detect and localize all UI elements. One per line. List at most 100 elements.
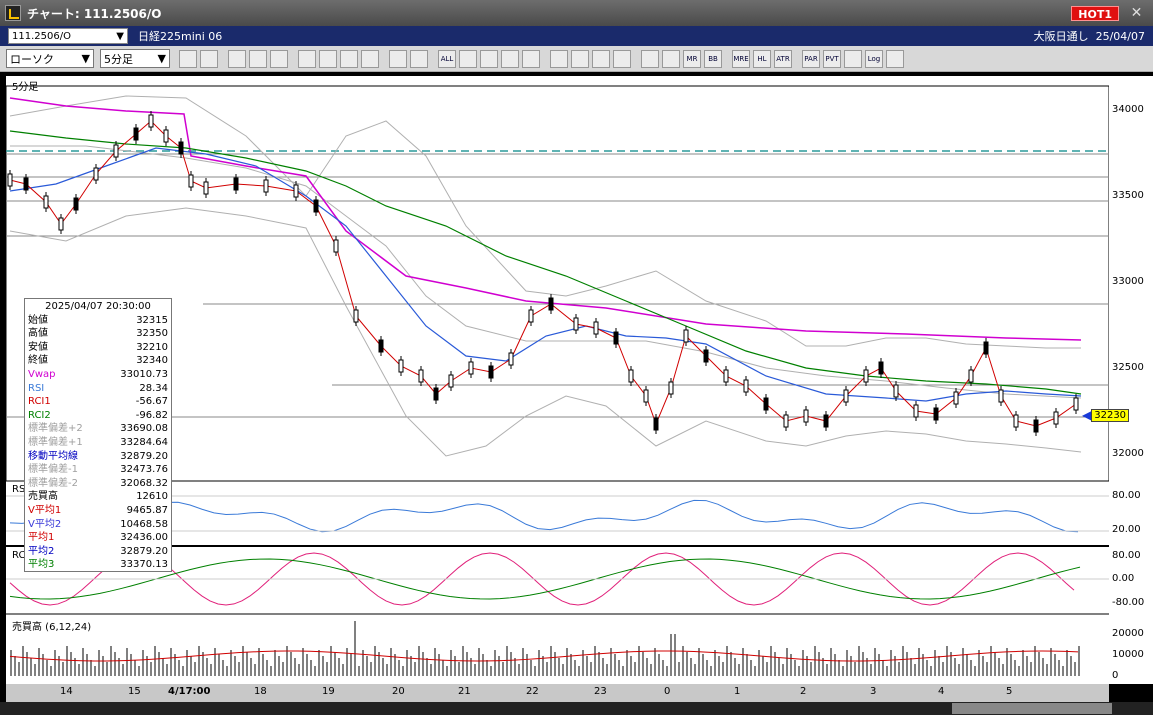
rci-tick: -80.00: [1112, 597, 1145, 608]
toolbar-button-27[interactable]: PAR: [802, 49, 820, 68]
chart-type-select[interactable]: ローソク ▼: [6, 49, 94, 68]
volume-bar: [906, 652, 908, 676]
volume-bar: [446, 666, 448, 676]
volume-bar: [430, 664, 432, 676]
volume-bar: [34, 664, 36, 676]
chart-svg[interactable]: [6, 76, 1109, 684]
candle-body: [293, 184, 299, 198]
toolbar-button-8[interactable]: [361, 49, 379, 68]
date-label: 5: [1006, 686, 1013, 697]
volume-bar: [770, 646, 772, 676]
scrollbar-thumb[interactable]: [952, 703, 1112, 714]
toolbar-button-26[interactable]: ATR: [774, 49, 792, 68]
volume-bar: [610, 648, 612, 676]
toolbar-button-1[interactable]: [200, 49, 218, 68]
toolbar-button-11[interactable]: ALL: [438, 49, 456, 68]
toolbar-button-20[interactable]: [641, 49, 659, 68]
data-row: 標準偏差-2 32068.32: [28, 477, 168, 491]
volume-bar: [234, 656, 236, 676]
volume-bar: [482, 654, 484, 676]
symbol-input[interactable]: 111.2506/O ▼: [8, 28, 128, 44]
volume-bar: [142, 650, 144, 676]
volume-bar: [330, 646, 332, 676]
volume-bar: [794, 660, 796, 676]
vwap-line: [9, 97, 1082, 341]
volume-bar: [1026, 656, 1028, 676]
candle-body: [73, 197, 79, 211]
toolbar-button-14[interactable]: [501, 49, 519, 68]
toolbar-button-28[interactable]: PVT: [823, 49, 841, 68]
volume-bar: [1066, 650, 1068, 676]
toolbar-button-22[interactable]: MR: [683, 49, 701, 68]
close-icon[interactable]: ✕: [1130, 5, 1143, 21]
volume-bar: [766, 662, 768, 676]
candle-body: [653, 417, 659, 431]
candle-body: [203, 181, 209, 195]
chart-canvas[interactable]: 5分足 RSI RCI 売買高 (6,12,24): [6, 76, 1109, 684]
volume-bar: [842, 666, 844, 676]
chevron-down-icon[interactable]: ▼: [81, 52, 90, 65]
data-row-value: 33010.73: [120, 368, 168, 380]
date-label: 2: [800, 686, 807, 697]
data-row: 平均1 32436.00: [28, 531, 168, 545]
data-row-value: 12610: [136, 491, 168, 503]
moving-average-1: [9, 120, 1077, 427]
window-title: チャート: 111.2506/O: [27, 6, 162, 21]
toolbar-button-3[interactable]: [249, 49, 267, 68]
chevron-down-icon[interactable]: ▼: [116, 30, 124, 42]
data-row-label: 高値: [28, 328, 48, 340]
volume-bar: [602, 658, 604, 676]
volume-bar: [1058, 660, 1060, 676]
price-tick: 33500: [1112, 190, 1144, 201]
volume-bar: [998, 658, 1000, 676]
toolbar-button-21[interactable]: [662, 49, 680, 68]
data-row: 標準偏差+2 33690.08: [28, 422, 168, 436]
toolbar-button-10[interactable]: [410, 49, 428, 68]
hot-button[interactable]: HOT1: [1071, 6, 1119, 21]
toolbar-button-30[interactable]: Log: [865, 49, 883, 68]
volume-bar: [146, 656, 148, 676]
toolbar-button-15[interactable]: [522, 49, 540, 68]
toolbar-button-4[interactable]: [270, 49, 288, 68]
volume-bar: [474, 664, 476, 676]
toolbar-button-31[interactable]: [886, 49, 904, 68]
toolbar-button-16[interactable]: [550, 49, 568, 68]
toolbar-button-18[interactable]: [592, 49, 610, 68]
chevron-down-icon[interactable]: ▼: [157, 52, 166, 65]
toolbar-button-12[interactable]: [459, 49, 477, 68]
volume-bar: [106, 662, 108, 676]
toolbar-button-25[interactable]: HL: [753, 49, 771, 68]
toolbar-button-2[interactable]: [228, 49, 246, 68]
volume-bar: [946, 646, 948, 676]
volume-bar: [230, 650, 232, 676]
volume-bar: [690, 658, 692, 676]
toolbar-button-19[interactable]: [613, 49, 631, 68]
toolbar-button-23[interactable]: BB: [704, 49, 722, 68]
volume-bar: [22, 646, 24, 676]
data-row-value: 33284.64: [120, 436, 168, 448]
date-label: 19: [322, 686, 335, 697]
candle-body: [968, 369, 974, 383]
horizontal-scrollbar[interactable]: [0, 702, 1153, 715]
moving-average-2: [9, 147, 1082, 402]
toolbar-button-24[interactable]: MRE: [732, 49, 750, 68]
toolbar-button-29[interactable]: [844, 49, 862, 68]
date-label: 0: [664, 686, 671, 697]
bollinger-upper: [9, 95, 1081, 349]
volume-bar: [822, 658, 824, 676]
toolbar-button-17[interactable]: [571, 49, 589, 68]
toolbar-button-5[interactable]: [298, 49, 316, 68]
volume-bar: [174, 654, 176, 676]
data-row-label: 売買高: [28, 491, 58, 503]
volume-bar: [338, 658, 340, 676]
interval-select[interactable]: 5分足 ▼: [100, 49, 170, 68]
data-row: RCI1 -56.67: [28, 395, 168, 409]
volume-tick: 20000: [1112, 628, 1144, 639]
toolbar-button-9[interactable]: [389, 49, 407, 68]
toolbar-button-13[interactable]: [480, 49, 498, 68]
toolbar-button-0[interactable]: [179, 49, 197, 68]
volume-bar: [682, 646, 684, 676]
toolbar-button-7[interactable]: [340, 49, 358, 68]
toolbar-button-6[interactable]: [319, 49, 337, 68]
data-datetime: 2025/04/07 20:30:00: [45, 301, 151, 312]
